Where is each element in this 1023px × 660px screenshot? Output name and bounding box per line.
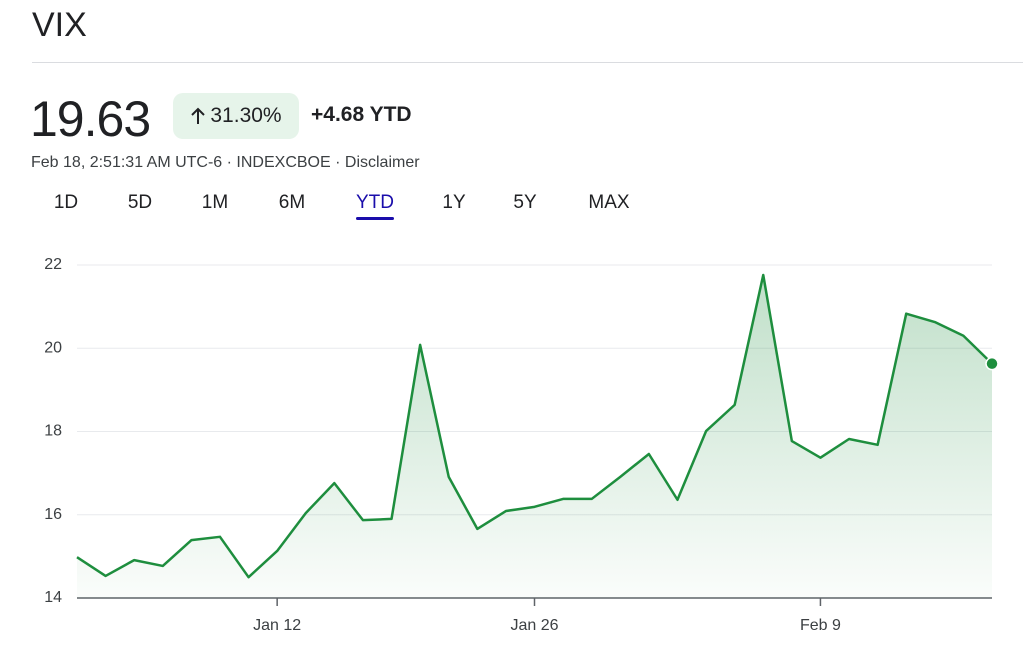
y-tick-label: 20	[44, 339, 62, 356]
last-point	[985, 356, 999, 371]
change-value: +4.68 YTD	[311, 103, 412, 126]
divider	[32, 62, 1023, 63]
range-tab[interactable]: 1M	[201, 192, 229, 213]
line	[76, 273, 993, 579]
up-arrow	[191, 107, 206, 124]
change-percent: 31.30%	[210, 104, 282, 127]
range-tab[interactable]: 6M	[278, 192, 306, 213]
x-tick-label: Jan 12	[253, 617, 301, 634]
y-tick-label: 14	[44, 589, 62, 606]
range-tab[interactable]: 1D	[53, 192, 79, 213]
y-tick-label: 16	[44, 506, 62, 523]
range-tab[interactable]: MAX	[588, 192, 630, 213]
range-tab[interactable]: 5D	[127, 192, 153, 213]
change-chip: 31.30%	[173, 93, 299, 139]
range-tab[interactable]: 1Y	[442, 192, 466, 213]
price: 19.63	[30, 91, 151, 147]
y-tick-label: 22	[44, 256, 62, 273]
x-tick-label: Jan 26	[510, 617, 558, 634]
area	[77, 274, 992, 598]
range-tab[interactable]: 5Y	[513, 192, 537, 213]
title: VIX	[32, 6, 87, 44]
tabs: 1D 5D 1M 6M YTD 1Y 5Y MAX	[0, 192, 700, 228]
meta: Feb 18, 2:51:31 AM UTC-6 · INDEXCBOE · D…	[31, 154, 420, 171]
y-tick-label: 18	[44, 423, 62, 440]
x-tick-label: Feb 9	[800, 617, 841, 634]
range-tab[interactable]: YTD	[356, 192, 394, 220]
